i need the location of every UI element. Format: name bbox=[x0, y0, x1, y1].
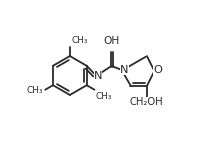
Text: N: N bbox=[120, 65, 129, 75]
Text: N: N bbox=[94, 71, 102, 80]
Text: CH₃: CH₃ bbox=[71, 36, 88, 45]
Text: CH₂OH: CH₂OH bbox=[129, 97, 163, 107]
Text: CH₃: CH₃ bbox=[27, 86, 43, 95]
Text: O: O bbox=[153, 65, 162, 75]
Text: OH: OH bbox=[104, 36, 120, 46]
Text: CH₃: CH₃ bbox=[96, 92, 112, 101]
